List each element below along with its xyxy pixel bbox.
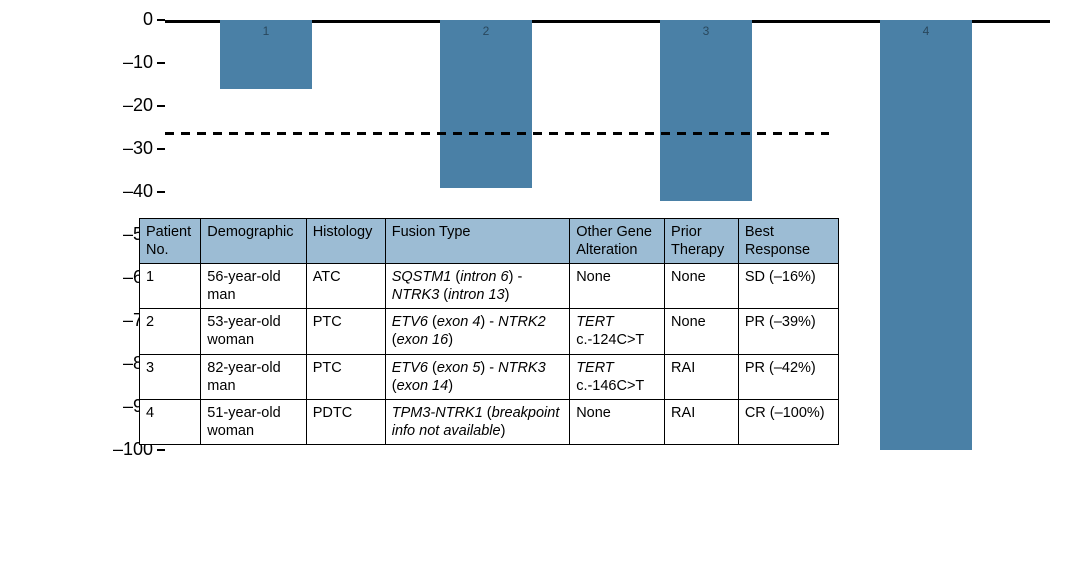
plot-area: 0–10–20–30–40–50–60–70–80–90–1001234Pati…: [165, 20, 1050, 450]
cell-fusion-type: SQSTM1 (intron 6) - NTRK3 (intron 13): [385, 264, 569, 309]
bar-patient-2: 2: [440, 20, 532, 188]
table-header-cell: Other Gene Alteration: [570, 218, 665, 263]
table-header-cell: Best Response: [738, 218, 838, 263]
bar-patient-3: 3: [660, 20, 752, 201]
y-tick-mark: [157, 449, 165, 451]
y-tick-label: –10: [123, 52, 153, 73]
cell-fusion-type: ETV6 (exon 4) - NTRK2 (exon 16): [385, 309, 569, 354]
cell-prior-therapy: RAI: [665, 354, 739, 399]
y-tick-label: –30: [123, 138, 153, 159]
cell-best-response: PR (–39%): [738, 309, 838, 354]
cell-patient-no: 3: [140, 354, 201, 399]
y-tick-mark: [157, 62, 165, 64]
cell-histology: PTC: [306, 354, 385, 399]
figure-stage: Best Response Change From Baseline (%) 0…: [0, 0, 1080, 567]
bar-patient-4: 4: [880, 20, 972, 450]
bar-label: 4: [880, 24, 972, 38]
table-row: 253-year-old womanPTCETV6 (exon 4) - NTR…: [140, 309, 839, 354]
cell-patient-no: 4: [140, 399, 201, 444]
cell-other-gene-alteration: None: [570, 264, 665, 309]
cell-patient-no: 2: [140, 309, 201, 354]
cell-best-response: SD (–16%): [738, 264, 838, 309]
cell-histology: PDTC: [306, 399, 385, 444]
cell-histology: PTC: [306, 309, 385, 354]
bar-label: 2: [440, 24, 532, 38]
cell-other-gene-alteration: None: [570, 399, 665, 444]
cell-demographic: 53-year-old woman: [201, 309, 306, 354]
y-tick-mark: [157, 105, 165, 107]
table-row: 382-year-old manPTCETV6 (exon 5) - NTRK3…: [140, 354, 839, 399]
y-tick-label: 0: [143, 9, 153, 30]
y-tick-label: –20: [123, 95, 153, 116]
table-header-cell: Patient No.: [140, 218, 201, 263]
cell-other-gene-alteration: TERT c.-146C>T: [570, 354, 665, 399]
reference-dashed-line: [165, 132, 829, 135]
y-tick-mark: [157, 148, 165, 150]
patient-table: Patient No.DemographicHistologyFusion Ty…: [139, 218, 839, 445]
table-header-cell: Histology: [306, 218, 385, 263]
cell-prior-therapy: None: [665, 264, 739, 309]
table-header-cell: Fusion Type: [385, 218, 569, 263]
table-header-row: Patient No.DemographicHistologyFusion Ty…: [140, 218, 839, 263]
y-tick-mark: [157, 191, 165, 193]
cell-other-gene-alteration: TERT c.-124C>T: [570, 309, 665, 354]
cell-demographic: 56-year-old man: [201, 264, 306, 309]
table-row: 156-year-old manATCSQSTM1 (intron 6) - N…: [140, 264, 839, 309]
table-header-cell: Prior Therapy: [665, 218, 739, 263]
cell-prior-therapy: None: [665, 309, 739, 354]
y-tick-mark: [157, 19, 165, 21]
table-row: 451-year-old womanPDTCTPM3-NTRK1 (breakp…: [140, 399, 839, 444]
cell-fusion-type: TPM3-NTRK1 (breakpoint info not availabl…: [385, 399, 569, 444]
cell-best-response: CR (–100%): [738, 399, 838, 444]
cell-demographic: 82-year-old man: [201, 354, 306, 399]
cell-demographic: 51-year-old woman: [201, 399, 306, 444]
cell-patient-no: 1: [140, 264, 201, 309]
bar-label: 3: [660, 24, 752, 38]
cell-fusion-type: ETV6 (exon 5) - NTRK3 (exon 14): [385, 354, 569, 399]
bar-label: 1: [220, 24, 312, 38]
y-tick-label: –40: [123, 181, 153, 202]
cell-histology: ATC: [306, 264, 385, 309]
cell-best-response: PR (–42%): [738, 354, 838, 399]
cell-prior-therapy: RAI: [665, 399, 739, 444]
bar-patient-1: 1: [220, 20, 312, 89]
table-header-cell: Demographic: [201, 218, 306, 263]
